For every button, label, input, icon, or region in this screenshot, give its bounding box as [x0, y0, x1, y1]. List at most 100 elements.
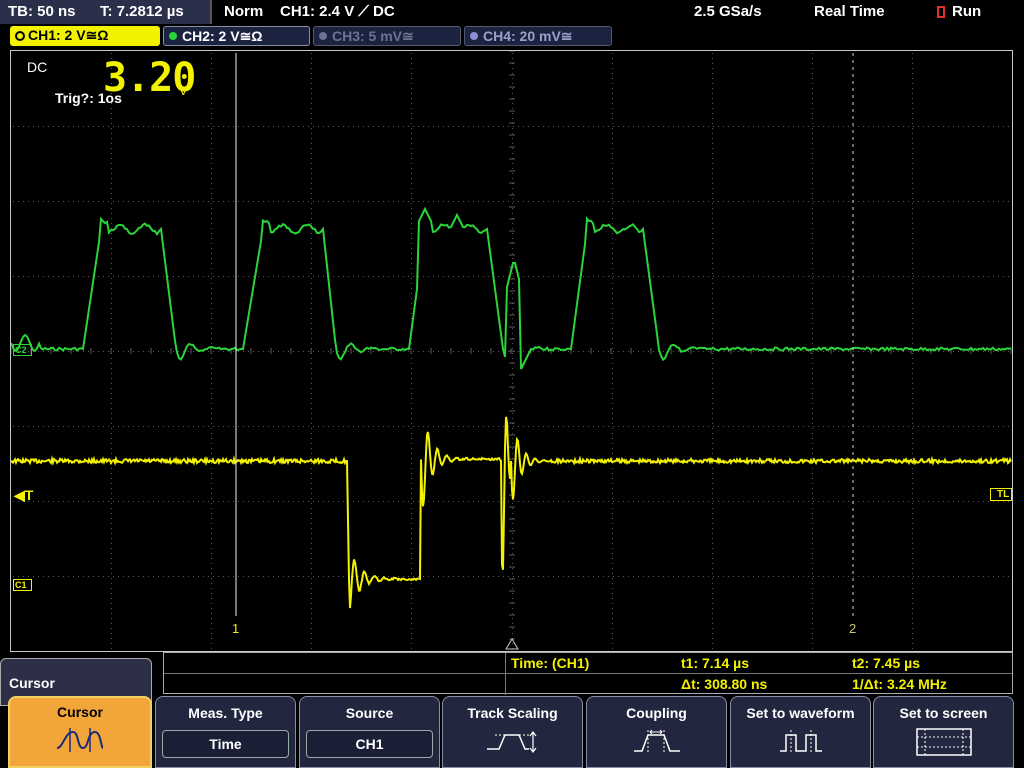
grid-dot	[411, 193, 412, 194]
grid-dot	[211, 628, 212, 629]
grid-dot	[178, 351, 179, 352]
tab-ch2[interactable]: CH2: 2 V≅Ω	[163, 26, 310, 46]
trigger-mode[interactable]: Norm	[224, 3, 264, 20]
grid-dot	[912, 518, 913, 519]
grid-dot	[773, 351, 774, 352]
grid-dot	[111, 478, 112, 479]
grid-dot	[258, 351, 259, 352]
grid-dot	[111, 113, 112, 114]
grid-dot	[528, 501, 529, 502]
grid-dot	[223, 501, 224, 502]
trigger-level-marker[interactable]: TL	[990, 488, 1013, 501]
grid-dot	[211, 548, 212, 549]
grid-dot	[488, 501, 489, 502]
grid-dot	[383, 201, 384, 202]
tab-ch3[interactable]: CH3: 5 mV≅	[313, 26, 461, 46]
coupling-softkey[interactable]: Coupling	[586, 696, 727, 768]
grid-dot	[111, 333, 112, 334]
grid-dot	[512, 448, 513, 449]
grid-dot	[893, 426, 894, 427]
grid-dot	[123, 276, 124, 277]
cursor-softkey[interactable]: Cursor	[8, 696, 152, 768]
grid-dot	[418, 276, 419, 277]
grid-dot	[888, 351, 889, 352]
set-to-waveform-softkey[interactable]: Set to waveform	[730, 696, 871, 768]
grid-dot	[913, 351, 914, 352]
grid-dot	[393, 126, 394, 127]
run-state[interactable]: Run	[952, 3, 982, 20]
grid-dot	[712, 223, 713, 224]
source-softkey[interactable]: Source CH1	[299, 696, 440, 768]
grid-dot	[712, 568, 713, 569]
grid-dot	[758, 576, 759, 577]
timebase-box[interactable]: TB: 50 ns T: 7.2812 µs	[0, 0, 212, 24]
track-scaling-softkey[interactable]: Track Scaling	[442, 696, 583, 768]
grid-dot	[111, 538, 112, 539]
grid-dot	[1008, 126, 1009, 127]
grid-dot	[812, 368, 813, 369]
grid-dot	[311, 83, 312, 84]
grid-dot	[211, 503, 212, 504]
trigger-info[interactable]: CH1: 2.4 V ⟋ DC	[280, 3, 395, 20]
ch1-offset-marker[interactable]: C1	[13, 579, 32, 591]
grid-dot	[712, 233, 713, 234]
grid-dot	[311, 588, 312, 589]
grid-dot	[211, 483, 212, 484]
trigger-marker[interactable]: ◀T	[14, 487, 34, 503]
grid-dot	[593, 126, 594, 127]
grid-dot	[988, 426, 989, 427]
grid-dot	[311, 178, 312, 179]
grid-dot	[123, 426, 124, 427]
grid-dot	[812, 488, 813, 489]
grid-dot	[428, 351, 429, 352]
grid-dot	[488, 351, 489, 352]
grid-dot	[512, 553, 513, 554]
grid-dot	[638, 501, 639, 502]
grid-dot	[612, 608, 613, 609]
grid-dot	[628, 501, 629, 502]
grid-dot	[388, 351, 389, 352]
grid-dot	[23, 201, 24, 202]
grid-dot	[111, 613, 112, 614]
grid-dot	[643, 276, 644, 277]
meas-type-softkey[interactable]: Meas. Type Time	[155, 696, 296, 768]
grid-dot	[513, 201, 514, 202]
grid-dot	[111, 413, 112, 414]
grid-dot	[712, 603, 713, 604]
grid-dot	[858, 501, 859, 502]
grid-dot	[612, 463, 613, 464]
ch2-offset-marker[interactable]: C2	[13, 344, 32, 356]
grid-dot	[712, 543, 713, 544]
set-to-screen-softkey[interactable]: Set to screen	[873, 696, 1014, 768]
grid-dot	[88, 351, 89, 352]
grid-dot	[753, 201, 754, 202]
grid-dot	[812, 618, 813, 619]
grid-dot	[88, 576, 89, 577]
grid-dot	[838, 426, 839, 427]
tab-ch4[interactable]: CH4: 20 mV≅	[464, 26, 612, 46]
grid-dot	[812, 293, 813, 294]
grid-dot	[253, 351, 254, 352]
grid-dot	[411, 283, 412, 284]
grid-dot	[211, 418, 212, 419]
grid-dot	[512, 523, 513, 524]
grid-dot	[148, 276, 149, 277]
grid-dot	[912, 213, 913, 214]
grid-dot	[468, 351, 469, 352]
grid-dot	[612, 468, 613, 469]
grid-dot	[388, 426, 389, 427]
tab-ch1[interactable]: CH1: 2 V≅Ω	[10, 26, 160, 46]
voltage-readout: 3.20	[103, 55, 196, 101]
grid-dot	[311, 428, 312, 429]
waveform-display[interactable]: DC 3.20 V Trig?: 1os C2 C1 ◀T TL 1 2	[10, 50, 1013, 652]
grid-dot	[438, 351, 439, 352]
grid-dot	[883, 426, 884, 427]
grid-dot	[43, 501, 44, 502]
grid-dot	[278, 351, 279, 352]
grid-dot	[853, 576, 854, 577]
grid-dot	[928, 126, 929, 127]
grid-dot	[333, 426, 334, 427]
grid-dot	[453, 351, 454, 352]
grid-dot	[793, 576, 794, 577]
grid-dot	[503, 576, 504, 577]
